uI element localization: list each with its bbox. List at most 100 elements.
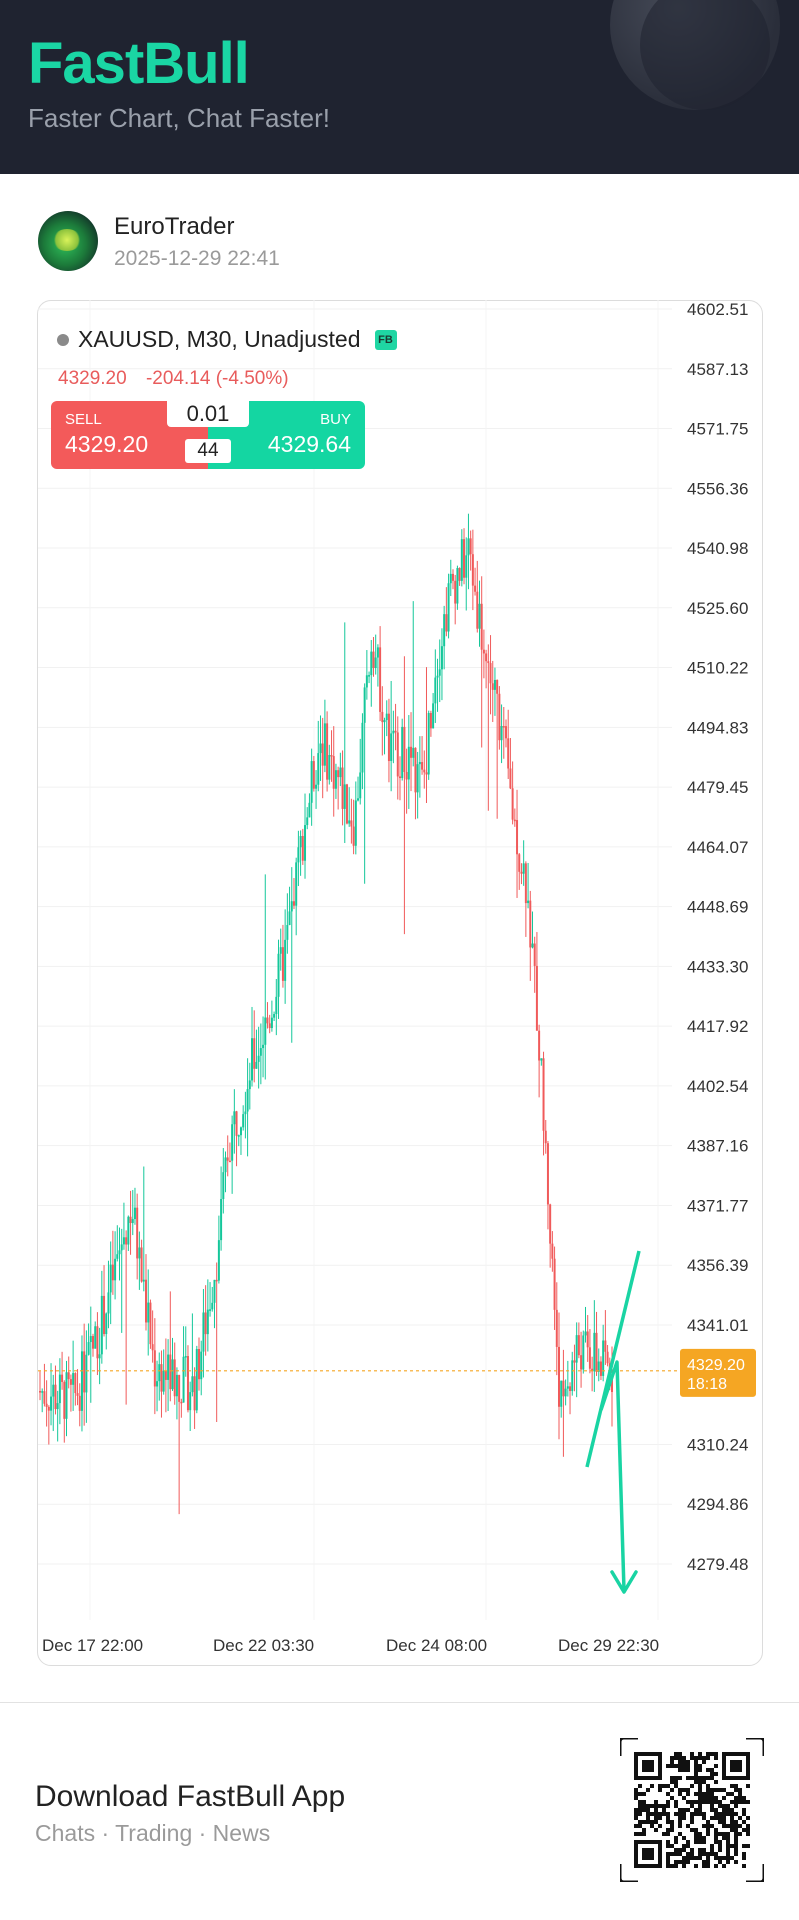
qr-module [666, 1784, 670, 1788]
qr-module [734, 1784, 738, 1788]
qr-module [654, 1812, 658, 1816]
candle-body [153, 1350, 156, 1387]
candle-body [264, 1017, 267, 1045]
x-tick-label: Dec 29 22:30 [558, 1636, 659, 1655]
candle-body [78, 1395, 81, 1411]
y-tick-label: 4602.51 [687, 300, 748, 319]
candle-body [436, 675, 439, 678]
candle-body [312, 761, 315, 789]
qr-module [742, 1796, 746, 1800]
candle-body [575, 1335, 578, 1363]
avatar[interactable] [38, 211, 98, 271]
qr-module [654, 1820, 658, 1824]
candle-body [85, 1354, 88, 1393]
candle-body [343, 784, 346, 809]
candle-body [553, 1258, 556, 1310]
candle-body [370, 651, 373, 676]
y-tick-label: 4356.39 [687, 1256, 748, 1275]
qr-module [698, 1756, 702, 1760]
candle-body [39, 1391, 41, 1393]
candle-body [354, 800, 357, 846]
qr-module [706, 1792, 710, 1796]
candle-body [549, 1204, 552, 1244]
qr-module [686, 1768, 690, 1772]
candle-body [198, 1349, 201, 1380]
qr-module [650, 1824, 654, 1828]
qr-module [702, 1836, 706, 1840]
qr-module [634, 1792, 638, 1796]
candle-body [233, 1111, 236, 1125]
qr-module [702, 1792, 706, 1796]
chart-card[interactable] [37, 300, 763, 1666]
candle-body [425, 772, 428, 775]
qr-module [738, 1832, 742, 1836]
candle-body [588, 1347, 591, 1369]
qr-module [690, 1800, 694, 1804]
sell-price: 4329.20 [65, 431, 149, 457]
candle-body [299, 836, 302, 848]
qr-module [710, 1852, 714, 1856]
download-title[interactable]: Download FastBull App [35, 1780, 346, 1813]
qr-module [674, 1780, 678, 1784]
candle-body [160, 1364, 163, 1392]
qr-module [638, 1812, 642, 1816]
lot-size-input[interactable]: 0.01 [167, 401, 249, 427]
x-tick-label: Dec 22 03:30 [213, 1636, 314, 1655]
qr-module [686, 1776, 690, 1780]
qr-module [678, 1848, 682, 1852]
candle-body [277, 953, 280, 997]
qr-module [702, 1860, 706, 1864]
qr-module [642, 1828, 646, 1832]
qr-module [730, 1800, 734, 1804]
qr-module [666, 1860, 670, 1864]
price-chart[interactable]: 4602.51 4587.13 4571.75 4556.36 4540.98 4525.… [0, 0, 799, 1700]
candle-body [398, 776, 401, 779]
candle-body [606, 1351, 609, 1364]
candle-body [416, 764, 419, 793]
candle-body [96, 1326, 99, 1359]
qr-module [674, 1784, 678, 1788]
current-price-label: 4329.20 [687, 1357, 745, 1374]
qr-module [726, 1804, 730, 1808]
qr-module [722, 1820, 726, 1824]
candle-body [390, 733, 393, 762]
candle-body [200, 1351, 203, 1380]
qr-module [642, 1832, 646, 1836]
qr-module [670, 1788, 674, 1792]
candle-body [257, 1055, 260, 1062]
qr-module [702, 1864, 706, 1868]
buy-button[interactable]: BUY 4329.64 [208, 401, 365, 469]
qr-code[interactable] [620, 1738, 764, 1882]
candle-body [551, 1243, 554, 1259]
qr-module [678, 1820, 682, 1824]
author-name[interactable]: EuroTrader [114, 213, 235, 240]
qr-module [674, 1776, 678, 1780]
qr-module [746, 1784, 750, 1788]
qr-module [746, 1828, 750, 1832]
candle-body [142, 1279, 145, 1282]
qr-module [694, 1812, 698, 1816]
qr-module [698, 1856, 702, 1860]
qr-module [726, 1840, 730, 1844]
candle-body [61, 1374, 64, 1382]
candle-body [482, 649, 485, 654]
qr-module [686, 1800, 690, 1804]
qr-module [682, 1808, 686, 1812]
candle-body [129, 1216, 132, 1224]
qr-module [686, 1792, 690, 1796]
candle-body [542, 1058, 545, 1131]
y-tick-label: 4556.36 [687, 479, 748, 498]
qr-module [726, 1832, 730, 1836]
candle-body [330, 755, 333, 757]
qr-module [714, 1836, 718, 1840]
candle-body [511, 788, 514, 820]
candle-body [392, 730, 395, 734]
candle-body [133, 1207, 136, 1220]
qr-module [722, 1856, 726, 1860]
candle-body [284, 939, 287, 981]
candle-body [326, 723, 329, 780]
qr-module [722, 1804, 726, 1808]
candle-body [222, 1172, 225, 1200]
qr-module [694, 1840, 698, 1844]
qr-module [706, 1800, 710, 1804]
